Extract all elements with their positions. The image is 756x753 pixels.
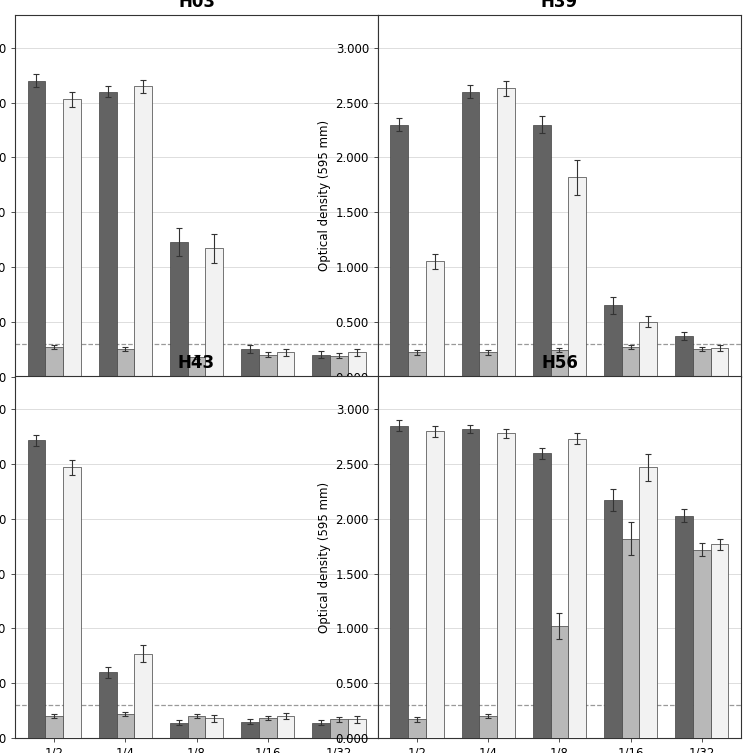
Bar	[64, 99, 81, 376]
Title: H03: H03	[178, 0, 215, 11]
Bar	[675, 516, 692, 738]
Bar	[621, 347, 640, 376]
Bar	[479, 716, 497, 738]
Bar	[426, 261, 444, 376]
Bar	[206, 248, 223, 376]
Bar	[170, 242, 187, 376]
Bar	[116, 714, 135, 738]
Bar	[533, 453, 550, 738]
Bar	[206, 718, 223, 738]
Bar	[569, 177, 586, 376]
Bar	[479, 352, 497, 376]
Bar	[116, 349, 135, 376]
Bar	[621, 538, 640, 738]
Bar	[259, 355, 277, 376]
Bar	[312, 723, 330, 738]
Bar	[692, 349, 711, 376]
Bar	[604, 305, 621, 376]
Bar	[27, 81, 45, 376]
Bar	[330, 355, 348, 376]
Y-axis label: Optical density (595 mm): Optical density (595 mm)	[318, 482, 331, 633]
Bar	[99, 672, 116, 738]
X-axis label: MIC ratio: MIC ratio	[165, 403, 228, 416]
Title: H43: H43	[178, 354, 215, 372]
Bar	[408, 352, 426, 376]
Bar	[348, 719, 366, 738]
Bar	[330, 719, 348, 738]
Bar	[408, 719, 426, 738]
Bar	[462, 92, 479, 376]
X-axis label: MIC ratio: MIC ratio	[528, 403, 591, 416]
Bar	[348, 352, 366, 376]
Bar	[569, 439, 586, 738]
Bar	[241, 349, 259, 376]
Bar	[45, 716, 64, 738]
Bar	[640, 322, 657, 376]
Bar	[497, 88, 515, 376]
Bar	[277, 716, 294, 738]
Bar	[64, 468, 81, 738]
Bar	[550, 350, 569, 376]
Bar	[135, 87, 152, 376]
Bar	[27, 440, 45, 738]
Title: H39: H39	[541, 0, 578, 11]
Bar	[259, 718, 277, 738]
Bar	[135, 654, 152, 738]
Y-axis label: Optical density (595 mm): Optical density (595 mm)	[318, 120, 331, 271]
Bar	[497, 434, 515, 738]
Bar	[604, 500, 621, 738]
Title: H56: H56	[541, 354, 578, 372]
Bar	[675, 336, 692, 376]
Bar	[312, 355, 330, 376]
Bar	[99, 92, 116, 376]
Bar	[187, 357, 206, 376]
Bar	[277, 352, 294, 376]
Bar	[462, 429, 479, 738]
Bar	[426, 431, 444, 738]
Bar	[692, 550, 711, 738]
Bar	[711, 348, 729, 376]
Bar	[711, 544, 729, 738]
Bar	[550, 626, 569, 738]
Bar	[390, 124, 408, 376]
Bar	[640, 468, 657, 738]
Bar	[533, 124, 550, 376]
Bar	[390, 425, 408, 738]
Bar	[170, 723, 187, 738]
Bar	[241, 721, 259, 738]
Bar	[187, 716, 206, 738]
Bar	[45, 347, 64, 376]
